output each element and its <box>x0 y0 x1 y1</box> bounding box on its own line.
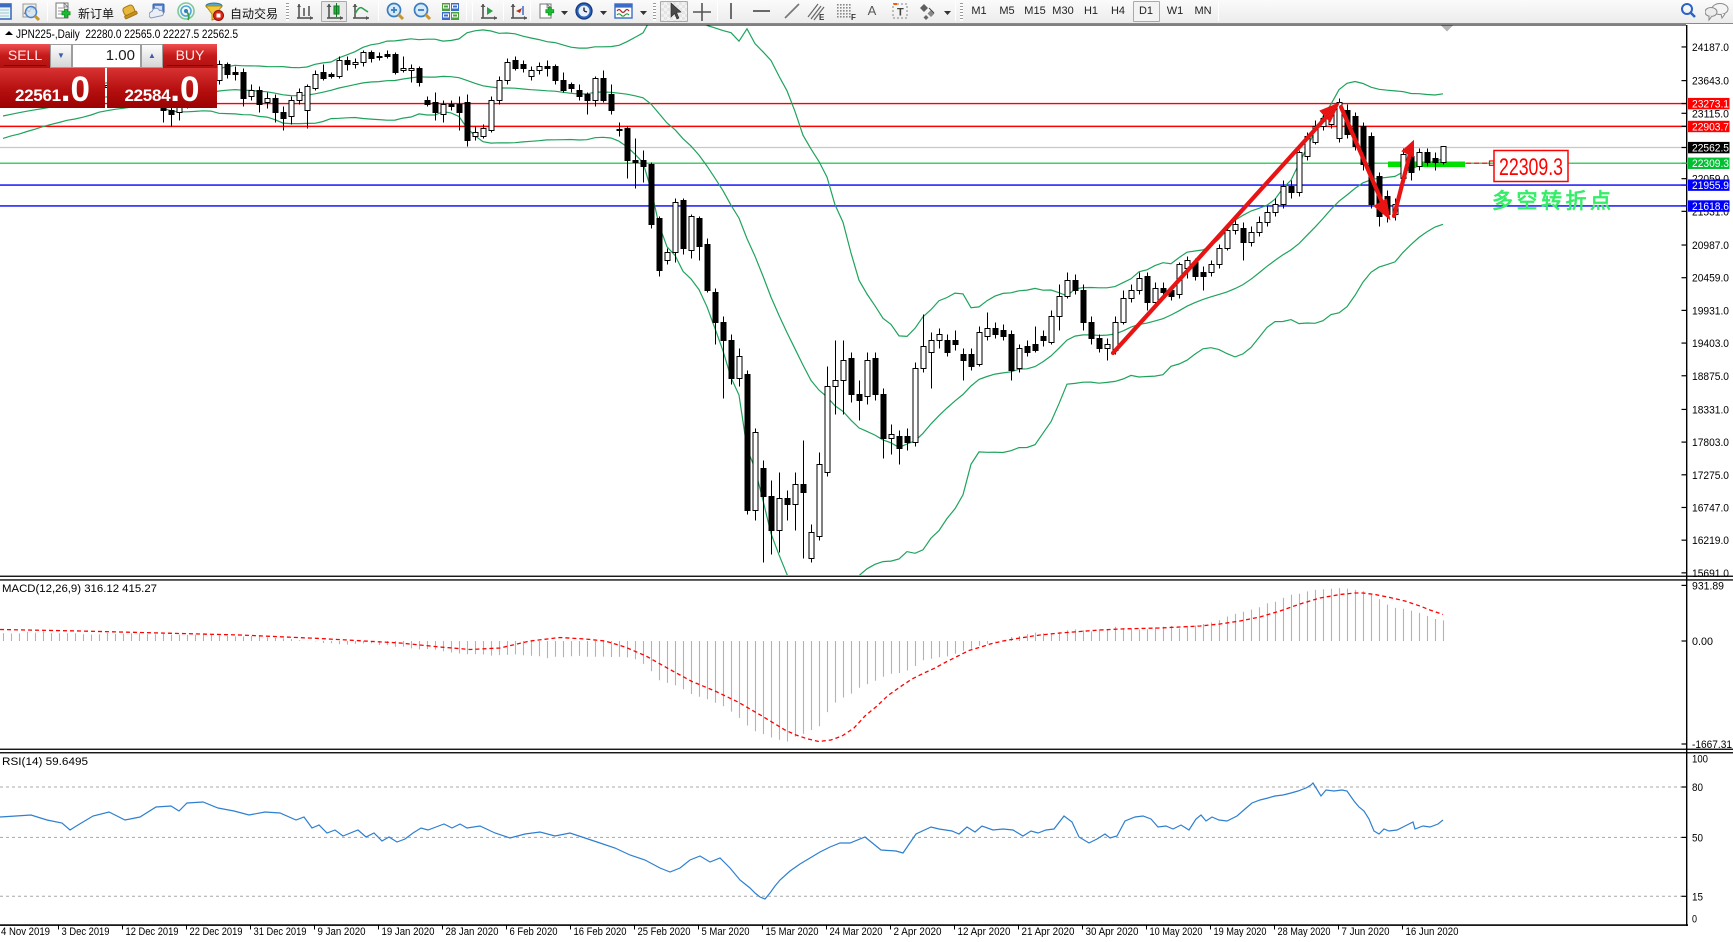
svg-text:E: E <box>819 13 825 22</box>
svg-text:20987.0: 20987.0 <box>1692 240 1729 252</box>
svg-text:23115.0: 23115.0 <box>1692 108 1729 120</box>
svg-text:21 Apr 2020: 21 Apr 2020 <box>1022 926 1075 937</box>
svg-text:多空转折点: 多空转折点 <box>1492 189 1615 213</box>
svg-text:JPN225-,Daily 22280.0 22565.0: JPN225-,Daily 22280.0 22565.0 22227.5 22… <box>16 27 238 41</box>
svg-text:22 Dec 2019: 22 Dec 2019 <box>190 926 243 937</box>
svg-text:19403.0: 19403.0 <box>1692 338 1729 350</box>
svg-text:12 Dec 2019: 12 Dec 2019 <box>126 926 179 937</box>
svg-text:-1667.31: -1667.31 <box>1692 739 1732 751</box>
svg-text:18331.0: 18331.0 <box>1692 404 1729 416</box>
svg-text:0: 0 <box>1692 914 1697 926</box>
svg-text:F: F <box>851 13 856 22</box>
svg-text:22562.5: 22562.5 <box>1692 143 1729 155</box>
svg-text:25 Feb 2020: 25 Feb 2020 <box>638 926 691 937</box>
svg-text:18875.0: 18875.0 <box>1692 371 1729 383</box>
svg-text:2 Apr 2020: 2 Apr 2020 <box>894 926 942 937</box>
svg-text:22309.3: 22309.3 <box>1692 158 1729 170</box>
svg-text:16219.0: 16219.0 <box>1692 535 1729 547</box>
svg-text:19931.0: 19931.0 <box>1692 305 1729 317</box>
svg-text:0.00: 0.00 <box>1692 636 1713 648</box>
svg-text:6 Feb 2020: 6 Feb 2020 <box>510 926 558 937</box>
svg-text:24187.0: 24187.0 <box>1692 42 1729 54</box>
svg-text:17803.0: 17803.0 <box>1692 437 1729 449</box>
svg-text:28 May 2020: 28 May 2020 <box>1278 926 1331 937</box>
svg-text:100: 100 <box>1692 754 1708 766</box>
svg-text:16 Feb 2020: 16 Feb 2020 <box>574 926 627 937</box>
svg-text:931.89: 931.89 <box>1692 580 1724 592</box>
svg-text:12 Apr 2020: 12 Apr 2020 <box>958 926 1011 937</box>
svg-text:15: 15 <box>1692 891 1703 903</box>
svg-text:28 Jan 2020: 28 Jan 2020 <box>446 926 499 937</box>
svg-text:23643.0: 23643.0 <box>1692 76 1729 88</box>
svg-text:80: 80 <box>1692 782 1703 794</box>
svg-text:15 Mar 2020: 15 Mar 2020 <box>766 926 819 937</box>
svg-text:21618.6: 21618.6 <box>1692 201 1729 213</box>
svg-text:7 Jun 2020: 7 Jun 2020 <box>1342 926 1390 937</box>
svg-text:3 Dec 2019: 3 Dec 2019 <box>62 926 110 937</box>
svg-text:16747.0: 16747.0 <box>1692 502 1729 514</box>
svg-text:21955.9: 21955.9 <box>1692 180 1729 192</box>
svg-text:T: T <box>897 7 904 19</box>
svg-text:17275.0: 17275.0 <box>1692 470 1729 482</box>
svg-text:10 May 2020: 10 May 2020 <box>1150 926 1203 937</box>
svg-text:22309.3: 22309.3 <box>1499 154 1563 181</box>
svg-text:RSI(14) 59.6495: RSI(14) 59.6495 <box>2 756 88 768</box>
svg-text:9 Jan 2020: 9 Jan 2020 <box>318 926 366 937</box>
svg-text:30 Apr 2020: 30 Apr 2020 <box>1086 926 1139 937</box>
svg-text:50: 50 <box>1692 832 1703 844</box>
svg-text:31 Dec 2019: 31 Dec 2019 <box>254 926 307 937</box>
svg-text:4 Nov 2019: 4 Nov 2019 <box>1 926 50 937</box>
svg-text:20459.0: 20459.0 <box>1692 273 1729 285</box>
svg-text:19 Jan 2020: 19 Jan 2020 <box>382 926 435 937</box>
svg-text:23273.1: 23273.1 <box>1692 99 1729 111</box>
svg-text:22903.7: 22903.7 <box>1692 121 1729 133</box>
svg-text:5 Mar 2020: 5 Mar 2020 <box>702 926 750 937</box>
svg-text:MACD(12,26,9) 316.12 415.27: MACD(12,26,9) 316.12 415.27 <box>2 583 157 595</box>
svg-text:19 May 2020: 19 May 2020 <box>1214 926 1267 937</box>
svg-text:16 Jun 2020: 16 Jun 2020 <box>1406 926 1459 937</box>
svg-text:15691.0: 15691.0 <box>1692 568 1729 580</box>
svg-text:24 Mar 2020: 24 Mar 2020 <box>830 926 883 937</box>
